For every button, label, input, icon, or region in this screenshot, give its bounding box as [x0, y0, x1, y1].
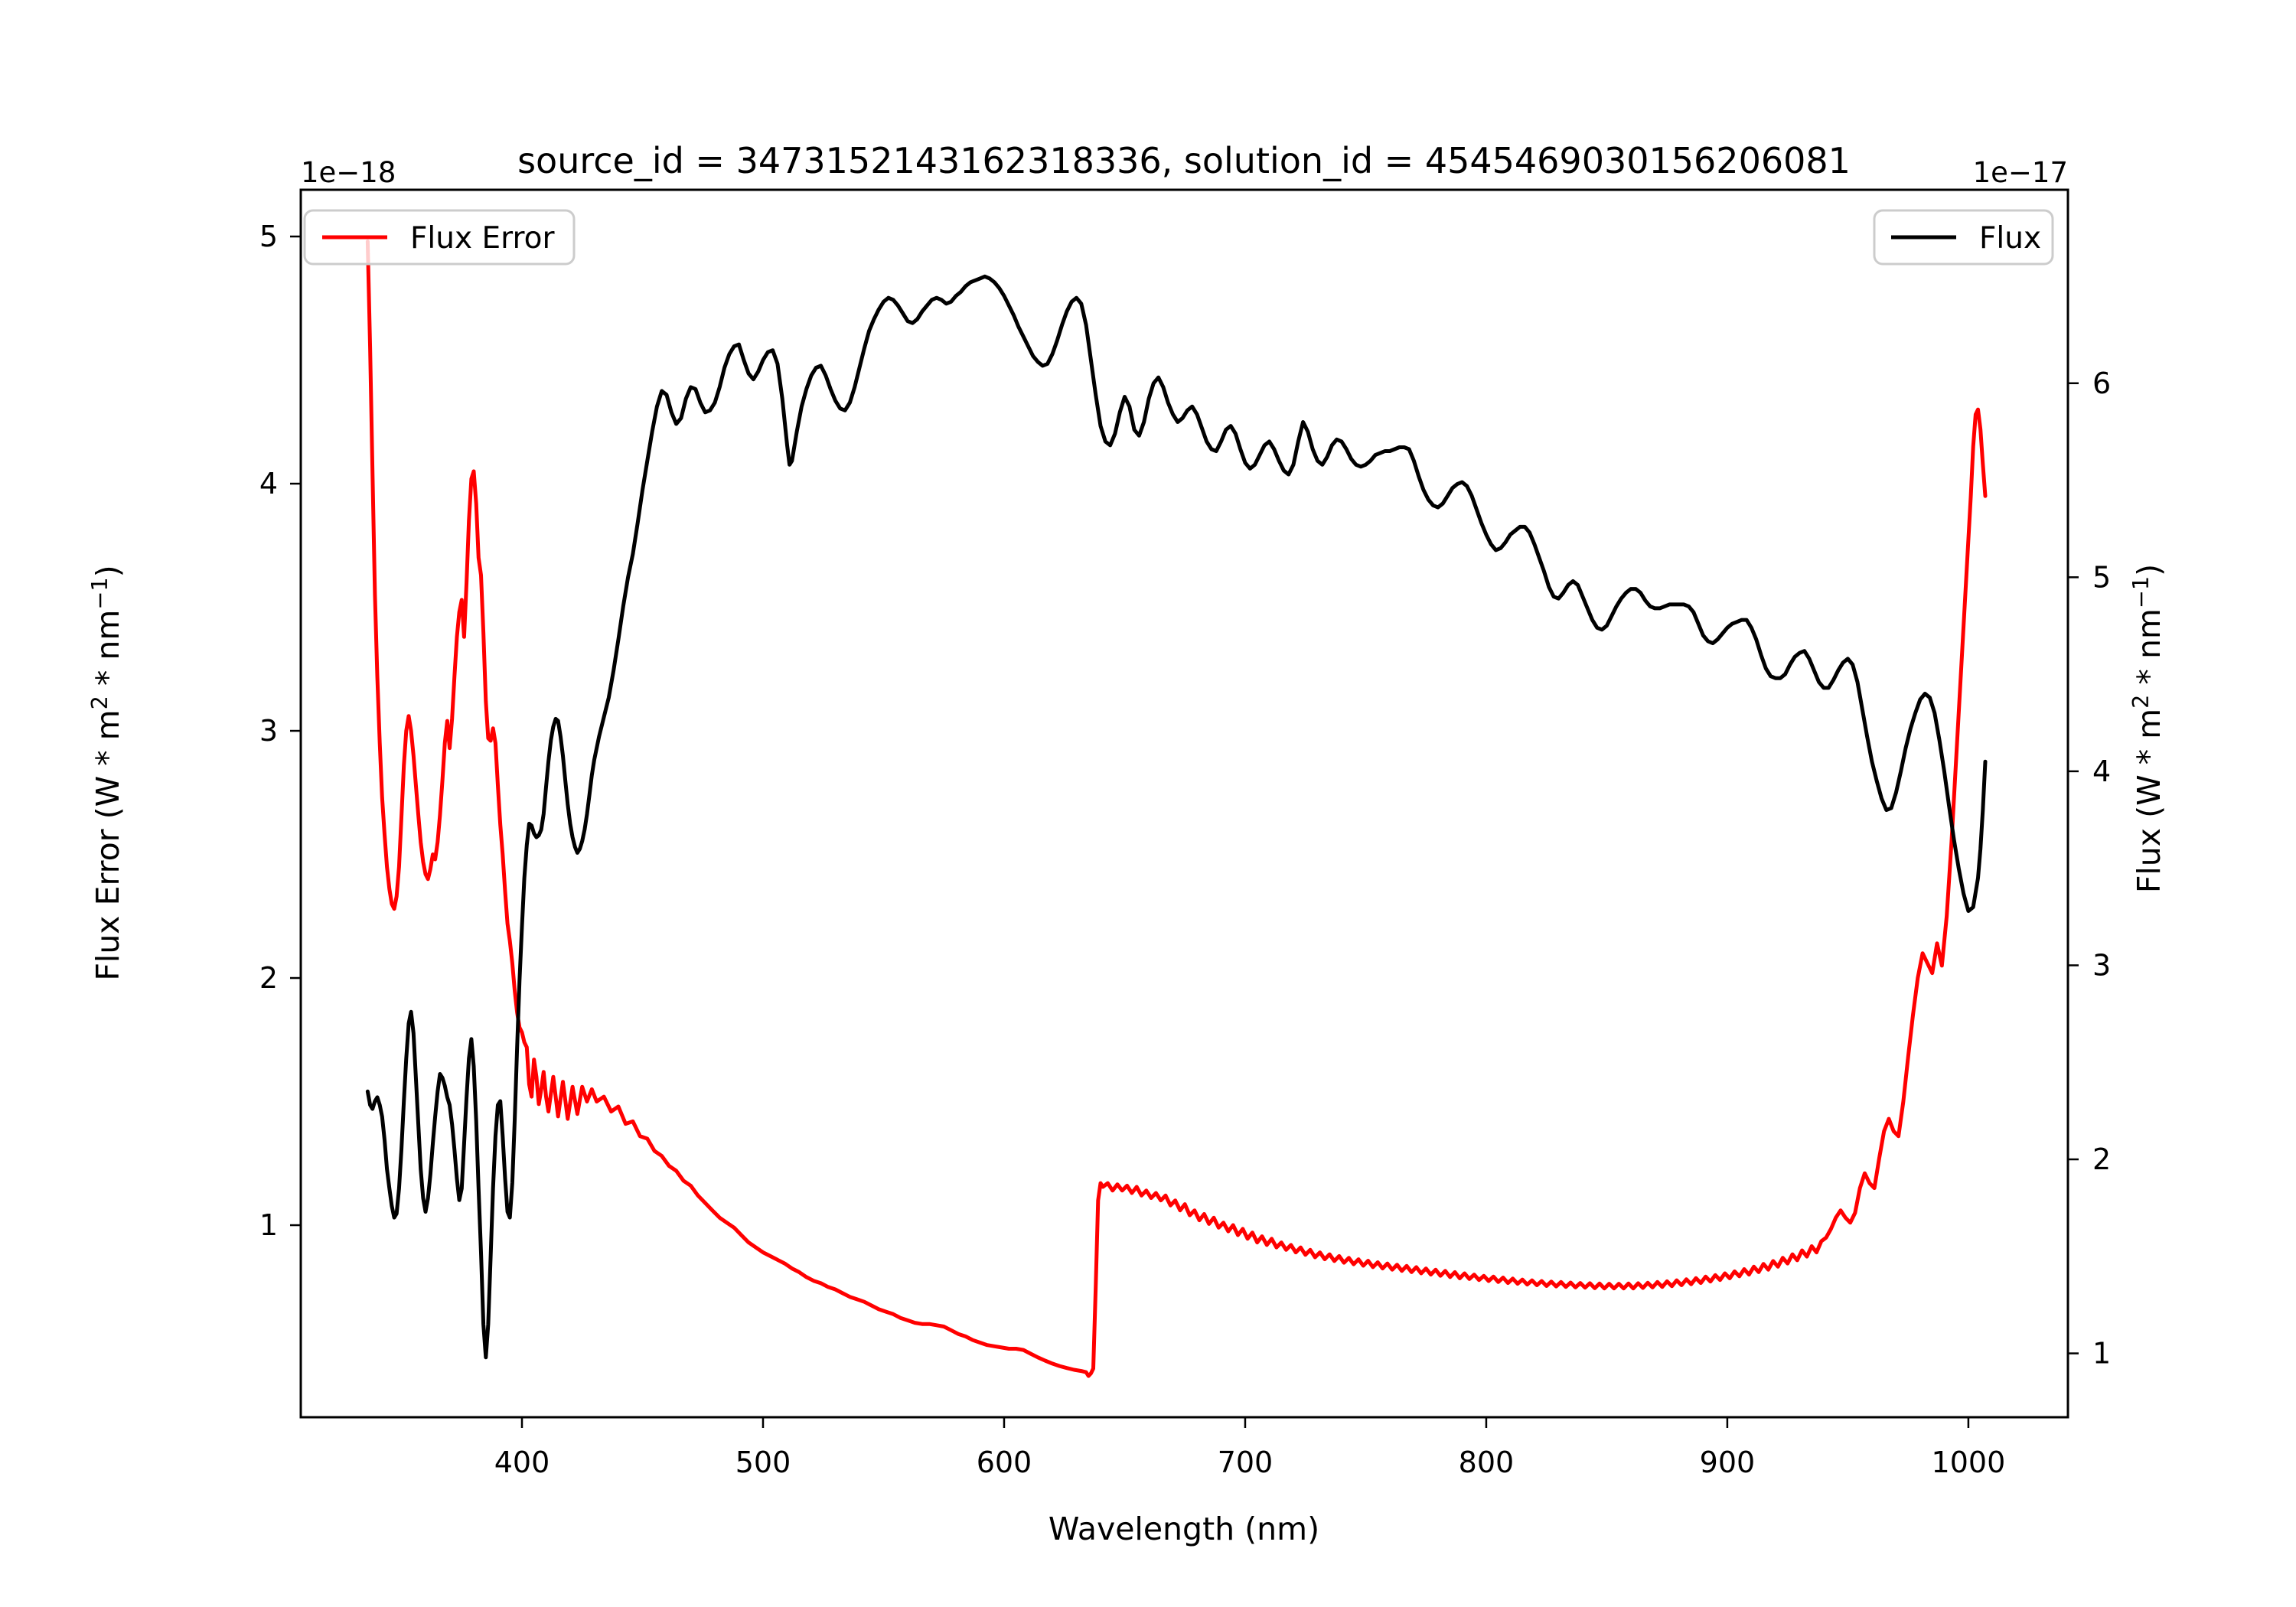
- x-tick-label: 500: [735, 1446, 791, 1479]
- right-tick-label: 4: [2092, 755, 2111, 788]
- x-tick-label: 600: [977, 1446, 1032, 1479]
- legend-label-flux-error: Flux Error: [410, 221, 555, 256]
- legend-label-flux: Flux: [1979, 221, 2041, 256]
- right-tick-label: 5: [2092, 560, 2111, 594]
- right-tick-label: 1: [2092, 1337, 2111, 1371]
- legend-flux-error: Flux Error: [303, 209, 576, 266]
- chart-title: source_id = 3473152143162318336, solutio…: [517, 140, 1851, 181]
- flux-line: [365, 274, 1988, 1360]
- left-tick-label: 2: [259, 961, 278, 995]
- left-tick-label: 1: [259, 1208, 278, 1242]
- x-tick-label: 800: [1459, 1446, 1515, 1479]
- x-tick-label: 1000: [1932, 1446, 2006, 1479]
- legend-box: [303, 209, 576, 266]
- right-axis-ticks: 1 2 3 4 5 6: [2068, 367, 2111, 1371]
- x-axis-label: Wavelength (nm): [1049, 1511, 1319, 1547]
- x-tick-label: 400: [494, 1446, 550, 1479]
- left-tick-label: 4: [259, 467, 278, 500]
- legend-flux: Flux: [1873, 209, 2054, 266]
- x-axis-ticks: 400 500 600 700 800 900 1000: [494, 1417, 2006, 1479]
- right-y-axis-label: Flux (W * m2 * nm−1): [2128, 564, 2167, 893]
- right-axis-offset-text: 1e−17: [1973, 156, 2068, 189]
- legend-box: [1873, 209, 2054, 266]
- x-tick-label: 900: [1700, 1446, 1756, 1479]
- left-axis-ticks: 1 2 3 4 5: [259, 220, 301, 1242]
- right-tick-label: 2: [2092, 1143, 2111, 1176]
- right-tick-label: 3: [2092, 948, 2111, 982]
- plot-border: [299, 188, 2069, 1419]
- left-tick-label: 3: [259, 714, 278, 748]
- left-axis-offset-text: 1e−18: [301, 156, 396, 189]
- x-tick-label: 700: [1218, 1446, 1274, 1479]
- flux-error-line: [365, 240, 1988, 1378]
- left-y-axis-label: Flux Error (W * m2 * nm−1): [86, 565, 126, 980]
- right-tick-label: 6: [2092, 367, 2111, 400]
- left-tick-label: 5: [259, 220, 278, 253]
